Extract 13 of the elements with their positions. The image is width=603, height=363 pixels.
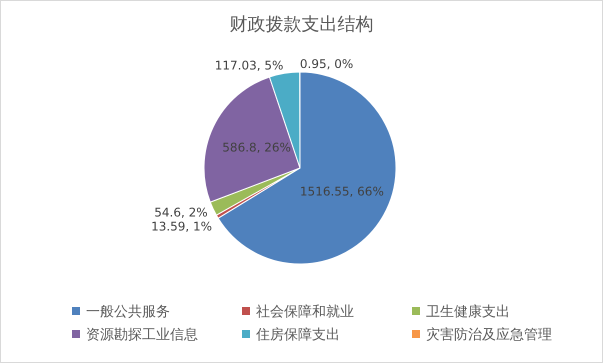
data-label: 586.8, 26% xyxy=(222,140,291,155)
data-label: 13.59, 1% xyxy=(151,219,212,234)
legend-label: 卫生健康支出 xyxy=(426,304,510,320)
legend-label: 住房保障支出 xyxy=(255,326,340,343)
data-label: 0.95, 0% xyxy=(300,57,354,72)
legend-label: 一般公共服务 xyxy=(86,304,170,320)
legend-label: 灾害防治及应急管理 xyxy=(426,326,552,343)
data-label: 1516.55, 66% xyxy=(300,184,384,199)
chart-title: 财政拨款支出结构 xyxy=(230,14,374,35)
data-label: 54.6, 2% xyxy=(154,205,208,220)
data-label: 117.03, 5% xyxy=(214,58,284,73)
legend-label: 资源勘探工业信息 xyxy=(86,326,198,343)
legend-label: 社会保障和就业 xyxy=(256,304,354,320)
